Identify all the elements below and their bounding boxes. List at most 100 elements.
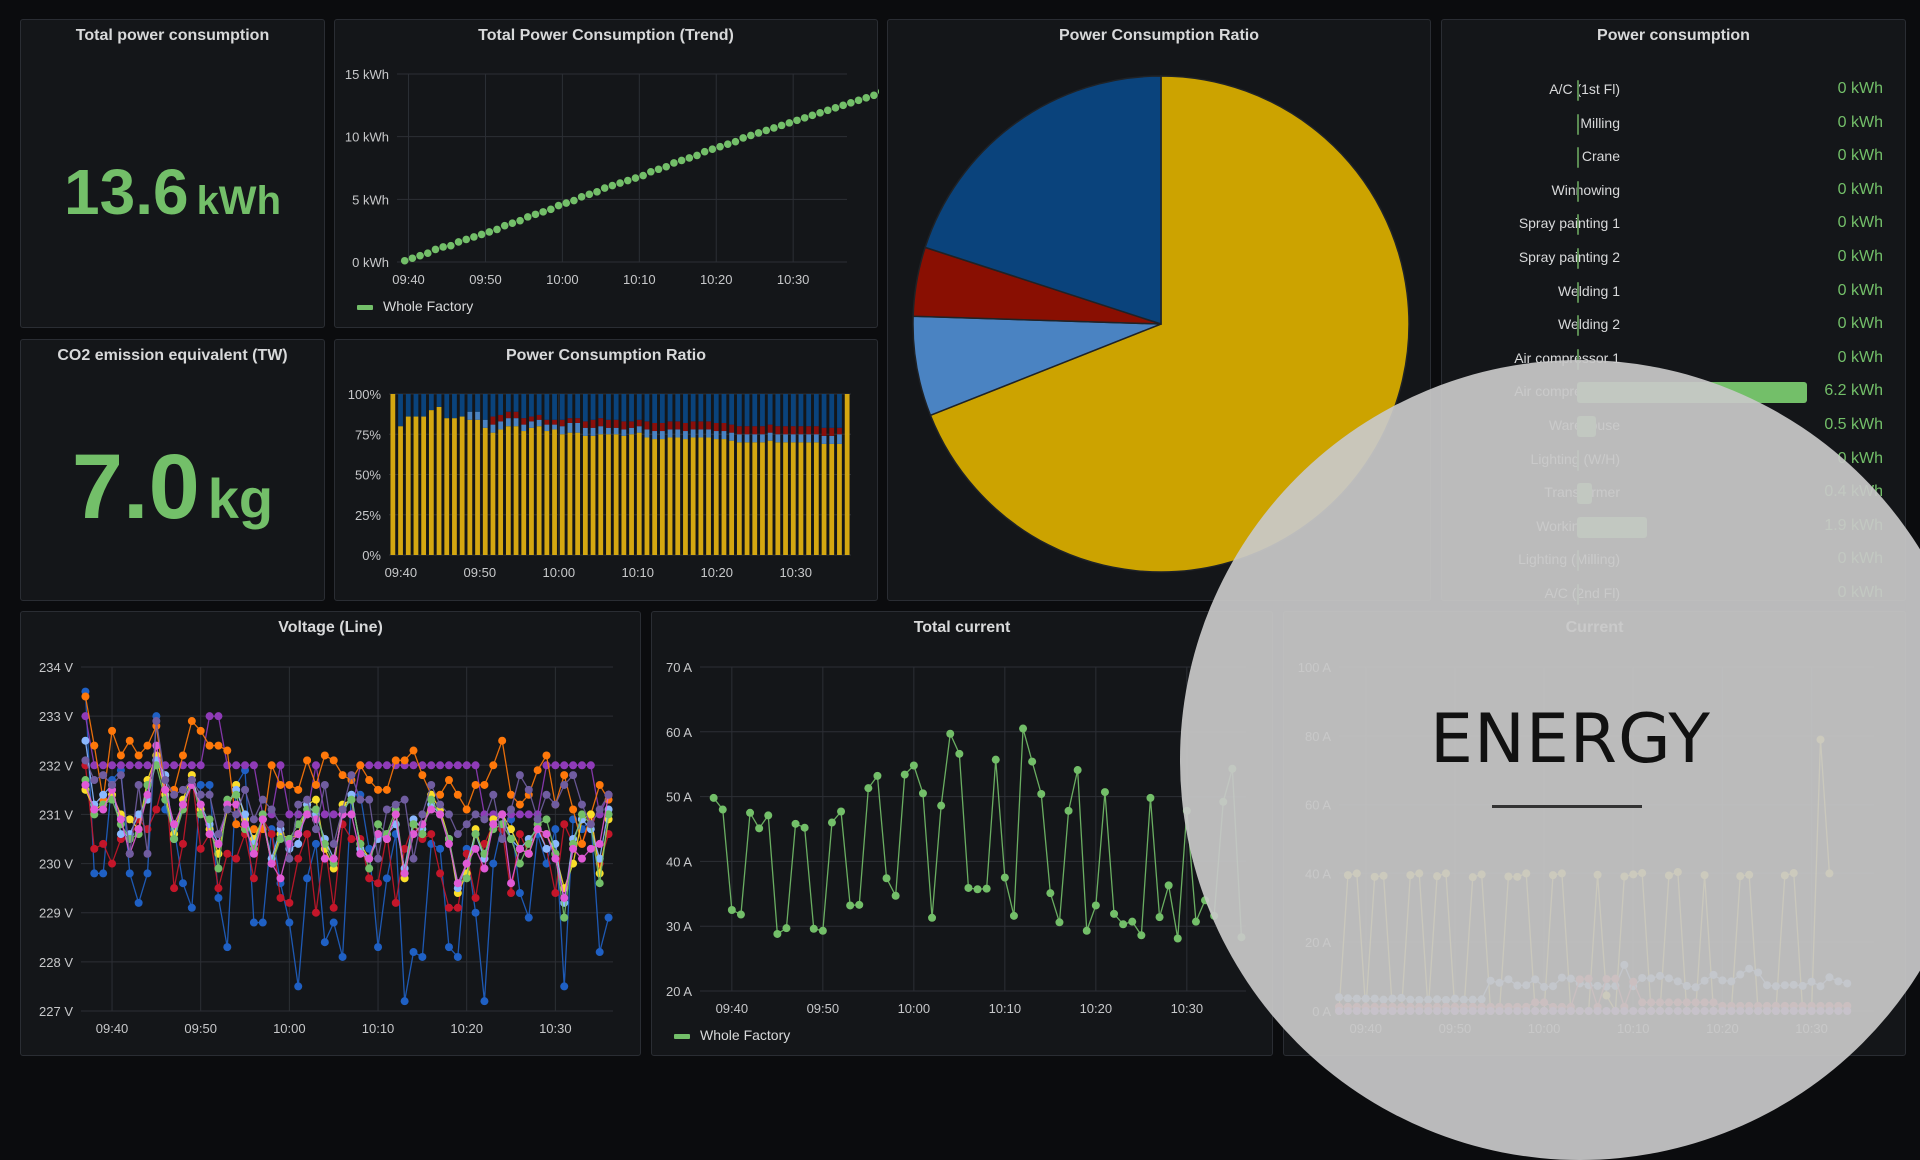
data-point [143, 849, 152, 858]
y-tick-label: 100 A [1298, 660, 1332, 675]
bar-segment-red [813, 426, 819, 435]
data-point [507, 805, 516, 814]
bargauge-bar [1577, 113, 1579, 135]
data-point [462, 874, 471, 883]
bar-segment-darkblue [806, 394, 812, 427]
bar-segment-red [783, 426, 788, 435]
data-point [1210, 911, 1219, 920]
data-point [400, 795, 409, 804]
bar-segment-yellow [598, 434, 604, 555]
bar-segment-darkblue [698, 394, 704, 422]
data-point [500, 221, 509, 230]
bargauge-row: Working Area1.9 kWh [1442, 510, 1905, 544]
data-point [1557, 973, 1566, 982]
data-point [427, 795, 436, 804]
bar-segment-red [644, 421, 650, 430]
data-point [338, 771, 347, 780]
bargauge-value: 0 kWh [1837, 550, 1883, 568]
data-point [294, 839, 303, 848]
data-point [1664, 998, 1673, 1007]
data-point [773, 929, 782, 938]
data-point [409, 761, 418, 770]
x-tick-label: 10:20 [1706, 1021, 1739, 1036]
bar-segment-darkblue [521, 394, 527, 419]
data-point [864, 784, 873, 793]
data-point [577, 193, 586, 201]
data-point [716, 142, 724, 151]
data-point [453, 903, 462, 912]
data-point [1629, 870, 1638, 879]
data-point [654, 165, 663, 174]
bar-segment-yellow [683, 439, 688, 555]
data-point [1513, 981, 1522, 990]
data-point [485, 228, 494, 236]
data-point [1415, 869, 1424, 878]
legend[interactable]: Whole Factory [357, 298, 473, 314]
data-point [1468, 873, 1477, 882]
data-point [839, 101, 847, 110]
data-point [374, 761, 383, 770]
bar-segment-yellow [467, 419, 473, 555]
data-point [427, 780, 436, 789]
data-point [480, 997, 489, 1006]
y-tick-label: 50% [355, 468, 381, 483]
data-point [232, 820, 241, 829]
data-point [1468, 995, 1477, 1004]
bargauge-value: 0 kWh [1837, 80, 1883, 97]
data-point [205, 815, 214, 824]
current-chart: 0 A 20 A 40 A 60 A 80 A 100 A 09:40 09:50 10:00 1… [1298, 660, 1874, 1036]
data-point [542, 830, 551, 839]
data-point [623, 176, 632, 185]
data-point [1370, 994, 1379, 1003]
y-tick-label: 30 A [666, 919, 692, 934]
y-tick-label: 232 V [39, 758, 73, 773]
bar-segment-darkblue [829, 394, 835, 428]
bargauge-track [1577, 483, 1807, 505]
bar-segment-yellow [783, 442, 788, 555]
data-point [1009, 911, 1018, 920]
data-point [854, 96, 863, 105]
data-point [1522, 869, 1531, 878]
bar-segment-red [490, 416, 496, 425]
bar-segment-yellow [482, 427, 488, 555]
x-tick-label: 10:30 [1795, 1021, 1828, 1036]
data-point [755, 824, 764, 833]
legend[interactable]: Whole Factory [674, 1027, 790, 1043]
data-point [560, 771, 569, 780]
y-tick-label: 230 V [39, 857, 73, 872]
bar-segment-darkblue [821, 394, 827, 428]
bargauge-track [1577, 416, 1807, 437]
data-point [577, 800, 586, 809]
bar-segment-red [690, 421, 696, 430]
data-point [400, 844, 409, 853]
bargauge-label: Spray painting 1 [1518, 215, 1620, 232]
data-point [241, 810, 250, 819]
bar-segment-yellow [552, 429, 557, 555]
panel-title: Voltage (Line) [278, 619, 383, 636]
panel-current: Current 0 A 20 A 40 A 60 A 80 A 100 A 09:40 09:… [1283, 611, 1906, 1056]
y-tick-label: 0% [362, 548, 381, 563]
bargauge-label: Crane [1581, 148, 1620, 165]
data-point [524, 913, 533, 922]
data-point [1771, 1007, 1780, 1015]
data-point [551, 761, 560, 770]
data-point [595, 805, 604, 814]
data-point [1656, 1007, 1664, 1015]
data-point [1593, 981, 1602, 990]
data-point [764, 811, 773, 820]
data-point [1816, 1007, 1825, 1015]
bar-segment-red [505, 411, 511, 419]
data-point [1647, 974, 1656, 983]
data-point [873, 771, 882, 780]
data-point [365, 854, 374, 863]
bar-segment-red [529, 416, 534, 422]
data-point [524, 849, 533, 858]
y-tick-label: 228 V [39, 955, 73, 970]
bargauge-value: 1.9 kWh [1824, 516, 1883, 534]
x-tick-label: 10:10 [989, 1001, 1022, 1016]
data-point [116, 815, 125, 824]
bar-segment-darkblue [575, 394, 581, 419]
data-point [400, 997, 409, 1006]
data-point [1379, 1007, 1388, 1015]
data-point [205, 712, 214, 721]
